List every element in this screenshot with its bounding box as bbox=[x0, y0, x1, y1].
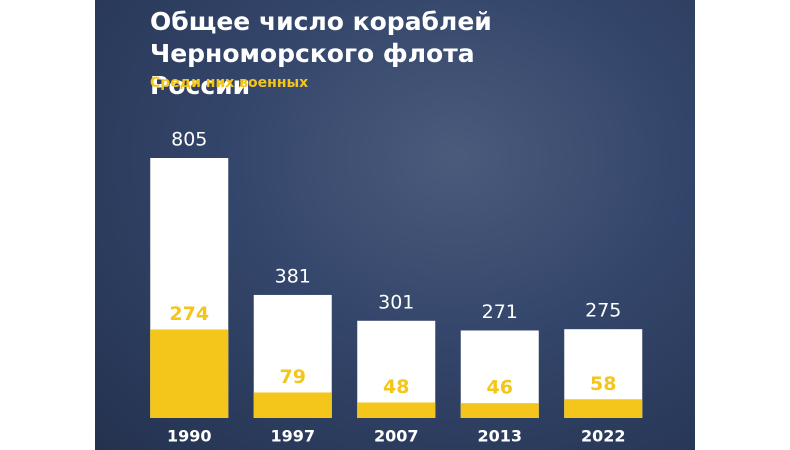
x-tick-label: 1990 bbox=[167, 427, 212, 446]
value-label: 805 bbox=[171, 129, 207, 151]
legend-military: Среди них военных bbox=[150, 75, 309, 91]
legend-total: Общее число кораблей Черноморского флота… bbox=[150, 7, 492, 100]
x-tick-label: 2007 bbox=[374, 427, 419, 446]
value-label: 48 bbox=[383, 376, 409, 398]
value-label: 58 bbox=[590, 373, 616, 395]
value-label: 381 bbox=[275, 265, 311, 287]
bar-military bbox=[564, 399, 643, 418]
value-label: 46 bbox=[487, 377, 513, 399]
value-label: 79 bbox=[280, 366, 306, 388]
x-tick-label: 2022 bbox=[581, 427, 626, 446]
value-label: 301 bbox=[378, 291, 414, 313]
x-tick-label: 1997 bbox=[270, 427, 315, 446]
bar-military bbox=[150, 329, 229, 418]
value-label: 271 bbox=[482, 301, 518, 323]
value-label: 275 bbox=[585, 300, 621, 322]
bar-military bbox=[357, 402, 436, 418]
bar-military bbox=[460, 403, 539, 418]
value-label: 274 bbox=[169, 303, 209, 325]
bar-military bbox=[253, 392, 332, 418]
x-tick-label: 2013 bbox=[477, 427, 522, 446]
bar-total bbox=[357, 320, 436, 418]
